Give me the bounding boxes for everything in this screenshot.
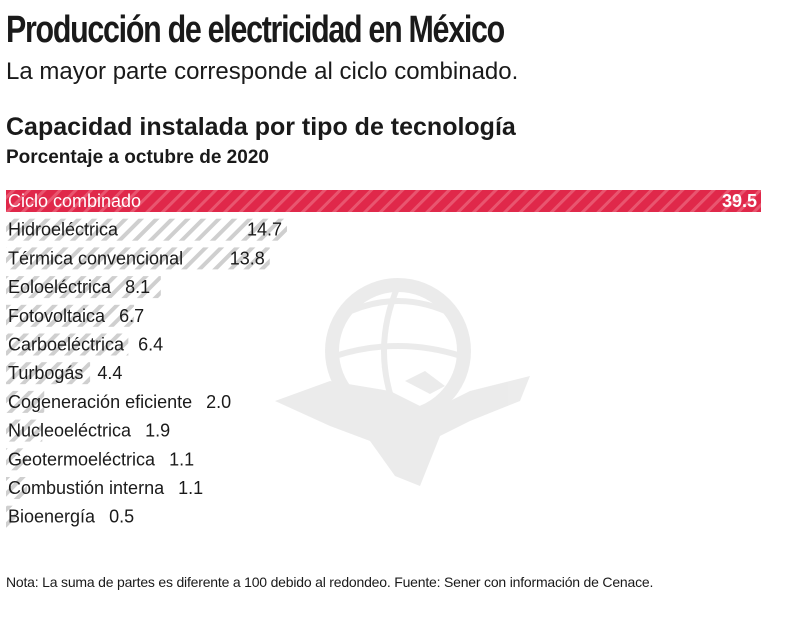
value-label: 1.1 — [178, 478, 203, 498]
bar-4 — [6, 304, 135, 327]
chart-subtitle: Porcentaje a octubre de 2020 — [6, 147, 269, 168]
bar-5 — [6, 333, 129, 356]
value-label: 13.8 — [230, 248, 265, 268]
value-label: 4.4 — [97, 363, 122, 383]
bar-chart: Ciclo combinado 39.5 Hidroeléctrica 14.7 Tér… — [6, 190, 761, 528]
bar-10 — [6, 477, 28, 499]
value-label: 6.7 — [119, 306, 144, 326]
category-label: Nucleoeléctrica — [8, 421, 132, 441]
page-title: Producción de electricidad en México — [6, 9, 505, 51]
value-label: 1.9 — [145, 421, 170, 441]
bar-7 — [6, 390, 45, 413]
category-label: Ciclo combinado — [8, 191, 141, 211]
bar-6 — [6, 362, 91, 385]
category-label: Geotermoeléctrica — [8, 449, 156, 469]
value-label: 6.4 — [138, 335, 163, 355]
category-label: Turbogás — [8, 363, 83, 383]
category-label: Combustión interna — [8, 478, 165, 498]
value-label: 8.1 — [125, 277, 150, 297]
category-label: Bioenergía — [8, 507, 96, 527]
bar-2 — [6, 247, 270, 270]
value-label: 39.5 — [722, 191, 757, 211]
bar-9 — [6, 448, 28, 471]
bar-1 — [6, 218, 287, 241]
eagle-globe-icon — [275, 278, 530, 486]
category-label: Cogeneración eficiente — [8, 392, 192, 412]
bar-11 — [6, 505, 16, 528]
bar-8 — [6, 419, 43, 442]
bar-0 — [6, 190, 761, 212]
category-label: Eoloeléctrica — [8, 277, 112, 297]
footnote: Nota: La suma de partes es diferente a 1… — [6, 574, 654, 590]
value-label: 1.1 — [169, 449, 194, 469]
chart-title: Capacidad instalada por tipo de tecnolog… — [6, 113, 516, 141]
category-label: Carboeléctrica — [8, 335, 125, 355]
category-label: Térmica convencional — [8, 248, 183, 268]
value-label: 0.5 — [109, 507, 134, 527]
bar-3 — [6, 276, 161, 299]
category-label: Fotovoltaica — [8, 306, 106, 326]
category-label: Hidroeléctrica — [8, 220, 119, 240]
page-subtitle: La mayor parte corresponde al ciclo comb… — [6, 58, 519, 85]
value-label: 14.7 — [247, 220, 282, 240]
value-label: 2.0 — [206, 392, 231, 412]
